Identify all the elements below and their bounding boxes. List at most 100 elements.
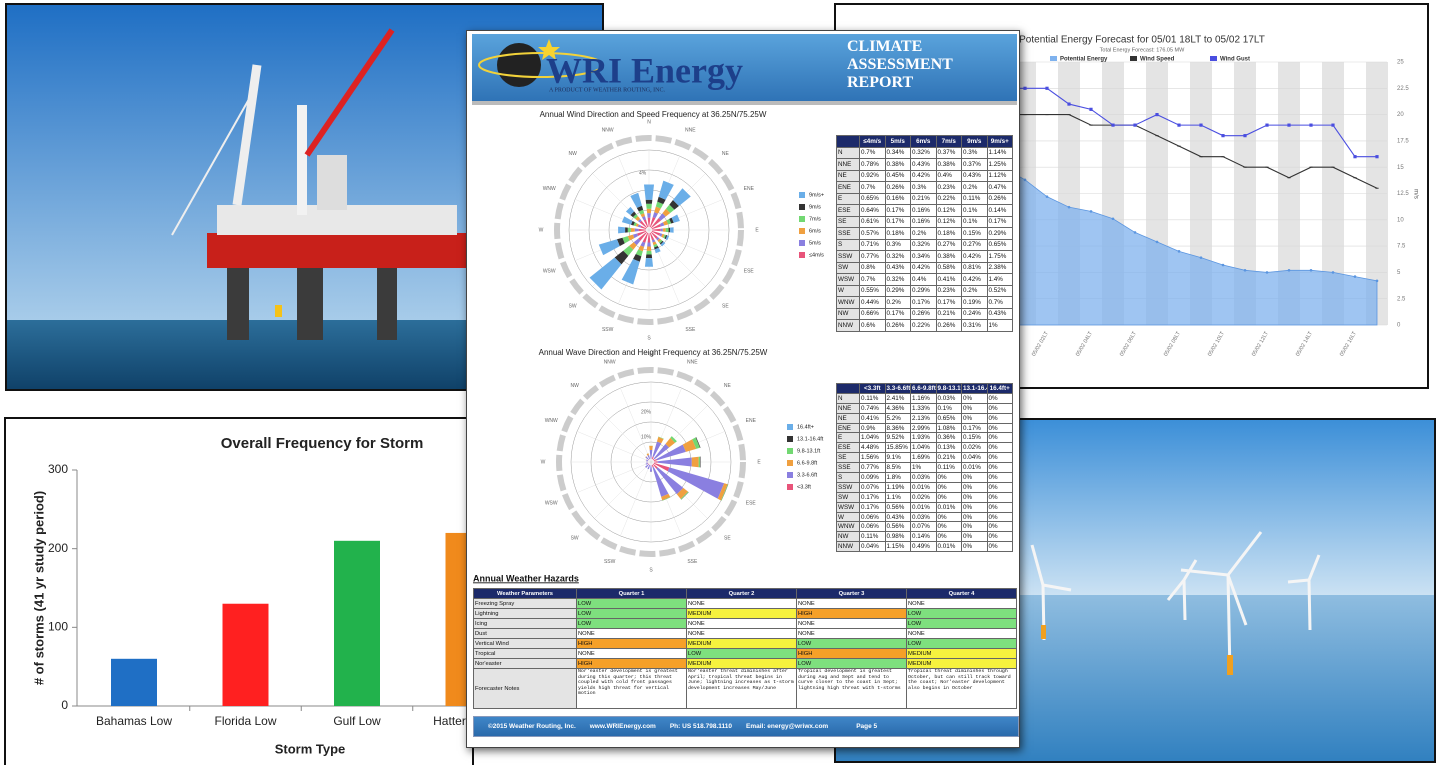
table-cell: 0%	[936, 482, 962, 492]
table-cell: 0.36%	[936, 433, 962, 443]
point	[1354, 275, 1357, 278]
rose-segment	[661, 228, 663, 231]
table-cell: 0.24%	[962, 308, 988, 320]
table-cell: 0.03%	[911, 512, 937, 522]
table-cell: 9m/s	[962, 136, 988, 148]
table-cell: 0.32%	[911, 239, 937, 251]
legend-label: 5m/s	[809, 240, 821, 246]
table-cell: SE	[837, 216, 860, 228]
table-cell: 0%	[962, 542, 988, 552]
table-cell: 0.23%	[936, 182, 962, 194]
point	[1068, 206, 1071, 209]
rose-segment	[618, 227, 625, 234]
table-cell: 0.3%	[885, 239, 911, 251]
table-cell: 0.07%	[911, 522, 937, 532]
y-tick-label: 300	[48, 462, 68, 476]
x-tick-label: 05/02 04LT	[1075, 330, 1094, 357]
table-cell: 3.3-6.6ft	[885, 384, 911, 394]
table-cell: 0.32%	[911, 147, 937, 159]
table-row: <3.3ft3.3-6.6ft6.6-9.8ft9.8-13.1ft13.1-1…	[837, 384, 1013, 394]
rose-direction: WNW	[545, 418, 558, 424]
footer-item: Ph: US 518.798.1110	[670, 723, 732, 730]
table-cell: 0.06%	[860, 512, 886, 522]
table-row: W0.55%0.29%0.29%0.23%0.2%0.52%	[837, 285, 1013, 297]
table-cell: 0%	[987, 403, 1013, 413]
table-cell: 0.6%	[860, 320, 886, 332]
table-cell: 0.17%	[885, 308, 911, 320]
point	[1046, 195, 1049, 198]
rose-direction: WSW	[545, 501, 558, 507]
table-cell: 0.2%	[885, 297, 911, 309]
rose-ring-label: 4%	[639, 170, 647, 176]
table-cell: 0.42%	[911, 170, 937, 182]
table-cell: 0.26%	[936, 320, 962, 332]
hazards-table: Weather ParametersQuarter 1Quarter 2Quar…	[473, 588, 1017, 709]
table-cell: 0.2%	[962, 182, 988, 194]
table-cell: NONE	[797, 629, 907, 639]
table-cell: 2.99%	[911, 423, 937, 433]
table-cell: Lightning	[474, 609, 577, 619]
rose-segment	[652, 229, 661, 232]
table-cell: 0%	[962, 403, 988, 413]
wave-table: <3.3ft3.3-6.6ft6.6-9.8ft9.8-13.1ft13.1-1…	[836, 383, 1013, 552]
table-cell: 0.4%	[911, 274, 937, 286]
point	[1331, 124, 1334, 127]
table-cell: 0.14%	[911, 532, 937, 542]
table-cell: 0.7%	[860, 274, 886, 286]
point	[1177, 124, 1180, 127]
y2-tick-label: 7.5	[1397, 244, 1406, 250]
x-tick-label: 05/02 12LT	[1251, 330, 1270, 357]
rose-segment	[625, 227, 628, 232]
rose-segment	[669, 228, 670, 233]
table-cell: 0.38%	[885, 159, 911, 171]
table-cell: SSW	[837, 482, 860, 492]
table-cell: W	[837, 285, 860, 297]
table-cell: 0.44%	[860, 297, 886, 309]
table-cell: 0.78%	[860, 159, 886, 171]
point	[1332, 271, 1335, 274]
table-cell: 0.17%	[885, 205, 911, 217]
rose-segment	[639, 229, 646, 231]
table-cell: 0.45%	[885, 170, 911, 182]
table-cell: 1%	[911, 463, 937, 473]
table-cell	[837, 384, 860, 394]
table-cell: LOW	[907, 619, 1017, 629]
table-cell: 0.01%	[911, 502, 937, 512]
table-cell: 0.02%	[911, 492, 937, 502]
report-title: CLIMATE ASSESSMENT REPORT	[847, 38, 967, 92]
rose-direction: SE	[724, 536, 731, 542]
rose-direction: E	[757, 459, 761, 465]
table-cell: 0.01%	[911, 482, 937, 492]
rose-direction: S	[649, 567, 653, 573]
table-cell: 1.16%	[911, 393, 937, 403]
table-row: N0.11%2.41%1.16%0.03%0%0%	[837, 393, 1013, 403]
table-cell: 0.14%	[987, 205, 1013, 217]
legend-label: Wind Speed	[1140, 57, 1175, 63]
point	[1288, 269, 1291, 272]
table-cell: 0.81%	[962, 262, 988, 274]
table-cell: Nor'easter	[474, 659, 577, 669]
table-cell: SSW	[837, 251, 860, 263]
table-cell: Quarter 3	[797, 589, 907, 599]
rose-direction: W	[541, 459, 546, 465]
table-cell: WSW	[837, 502, 860, 512]
table-cell: 0%	[987, 463, 1013, 473]
table-cell: 0.32%	[885, 274, 911, 286]
table-cell: 15.85%	[885, 443, 911, 453]
table-row: SW0.8%0.43%0.42%0.58%0.81%2.38%	[837, 262, 1013, 274]
rose-segment	[658, 457, 692, 466]
legend-label: Potential Energy	[1060, 57, 1108, 63]
chart-title: Potential Energy Forecast for 05/01 18LT…	[1019, 35, 1265, 46]
table-cell: SE	[837, 453, 860, 463]
table-cell: 1.25%	[987, 159, 1013, 171]
y2-tick-label: 17.5	[1397, 138, 1409, 144]
table-cell: 0.7%	[987, 297, 1013, 309]
table-cell: MEDIUM	[687, 609, 797, 619]
table-cell: NNW	[837, 320, 860, 332]
legend-label: ≤4m/s	[809, 252, 824, 258]
point	[1243, 134, 1246, 137]
table-cell: 0.18%	[936, 228, 962, 240]
table-cell: 0%	[987, 482, 1013, 492]
table-cell: 0.4%	[936, 170, 962, 182]
